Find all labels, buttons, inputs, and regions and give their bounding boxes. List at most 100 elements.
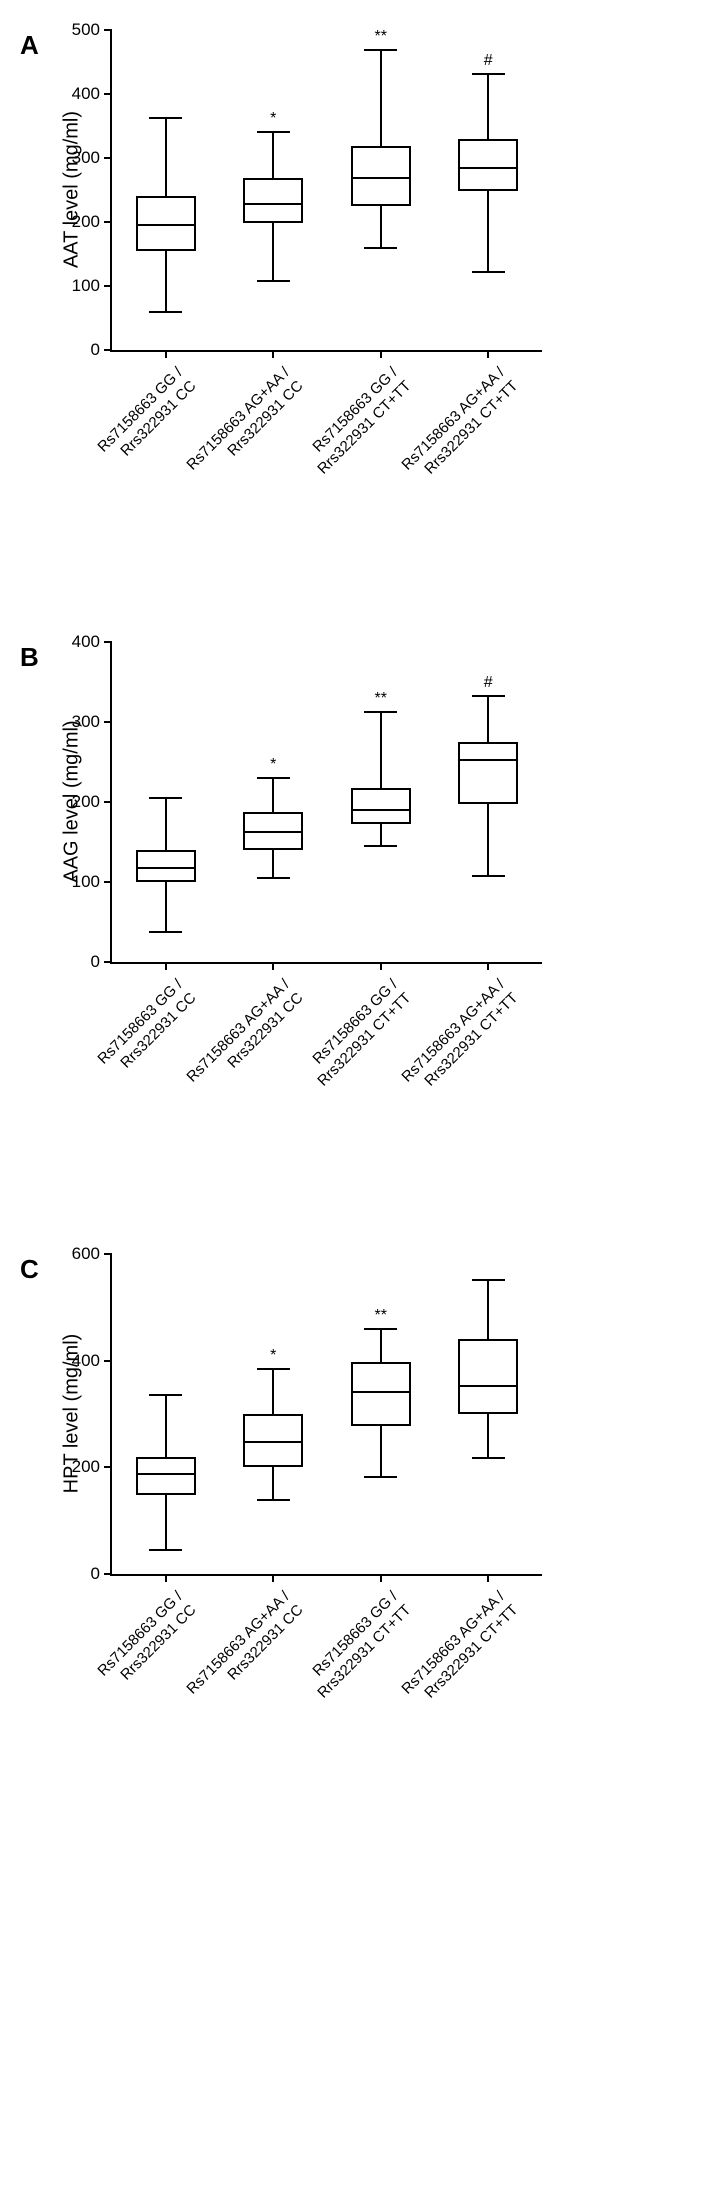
whisker-lower [487, 191, 489, 272]
y-tick [104, 641, 112, 643]
whisker-lower [380, 206, 382, 248]
median-line [351, 809, 411, 811]
median-line [458, 759, 518, 761]
whisker-cap-top [472, 695, 505, 697]
whisker-cap-top [472, 1279, 505, 1281]
y-tick [104, 1466, 112, 1468]
panel-label: B [20, 642, 39, 673]
whisker-cap-top [364, 49, 397, 51]
y-tick-label: 300 [72, 148, 100, 168]
significance-annotation: # [484, 52, 493, 70]
x-tick [272, 1574, 274, 1582]
significance-annotation: ** [375, 28, 387, 46]
chart-region: AAT level (mg/ml)0100200300400500Rs71586… [110, 30, 699, 352]
y-axis-label: AAT level (mg/ml) [61, 90, 84, 290]
panel-b: B AAG level (mg/ml)0100200300400Rs7158663… [20, 642, 699, 1194]
significance-annotation: ** [375, 1307, 387, 1325]
y-tick [104, 881, 112, 883]
whisker-cap-bottom [472, 1457, 505, 1459]
median-line [458, 1385, 518, 1387]
significance-annotation: ** [375, 690, 387, 708]
median-line [136, 867, 196, 869]
whisker-lower [165, 251, 167, 312]
whisker-upper [380, 712, 382, 787]
whisker-cap-bottom [149, 931, 182, 933]
whisker-cap-top [257, 131, 290, 133]
whisker-lower [487, 1414, 489, 1458]
y-tick-label: 200 [72, 792, 100, 812]
whisker-upper [272, 132, 274, 178]
y-tick-label: 400 [72, 84, 100, 104]
y-tick-label: 100 [72, 872, 100, 892]
whisker-cap-bottom [257, 1499, 290, 1501]
panel-c: C HPT level (mg/ml)0200400600Rs7158663 GG… [20, 1254, 699, 1806]
y-tick-label: 0 [91, 952, 100, 972]
median-line [351, 177, 411, 179]
x-tick [487, 962, 489, 970]
whisker-cap-top [149, 117, 182, 119]
whisker-lower [380, 1426, 382, 1477]
significance-annotation: * [270, 756, 276, 774]
plot-area: HPT level (mg/ml)0200400600Rs7158663 GG … [110, 1254, 542, 1576]
significance-annotation: * [270, 1347, 276, 1365]
whisker-cap-top [149, 797, 182, 799]
whisker-cap-bottom [364, 247, 397, 249]
whisker-cap-bottom [472, 875, 505, 877]
box [458, 1339, 518, 1414]
x-tick [487, 350, 489, 358]
whisker-cap-bottom [364, 845, 397, 847]
box [243, 178, 303, 223]
y-tick [104, 93, 112, 95]
whisker-cap-bottom [364, 1476, 397, 1478]
box [351, 146, 411, 206]
y-tick [104, 157, 112, 159]
whisker-cap-bottom [257, 877, 290, 879]
box [458, 742, 518, 804]
y-tick [104, 961, 112, 963]
whisker-lower [165, 1495, 167, 1550]
y-tick-label: 0 [91, 340, 100, 360]
y-tick-label: 600 [72, 1244, 100, 1264]
box [351, 1362, 411, 1426]
significance-annotation: * [270, 110, 276, 128]
whisker-lower [272, 223, 274, 281]
y-tick-label: 200 [72, 212, 100, 232]
panel-label: C [20, 1254, 39, 1285]
whisker-upper [380, 50, 382, 146]
whisker-upper [487, 696, 489, 742]
whisker-upper [272, 1369, 274, 1414]
y-tick [104, 221, 112, 223]
y-tick-label: 0 [91, 1564, 100, 1584]
whisker-cap-bottom [472, 271, 505, 273]
chart-region: HPT level (mg/ml)0200400600Rs7158663 GG … [110, 1254, 699, 1576]
whisker-cap-top [257, 1368, 290, 1370]
median-line [136, 224, 196, 226]
y-tick-label: 400 [72, 1351, 100, 1371]
plot-area: AAT level (mg/ml)0100200300400500Rs71586… [110, 30, 542, 352]
x-tick [380, 962, 382, 970]
x-tick [165, 350, 167, 358]
x-tick [380, 350, 382, 358]
whisker-cap-bottom [257, 280, 290, 282]
box [458, 139, 518, 191]
y-tick [104, 29, 112, 31]
y-tick [104, 1253, 112, 1255]
whisker-cap-top [257, 777, 290, 779]
plot-area: AAG level (mg/ml)0100200300400Rs7158663 … [110, 642, 542, 964]
whisker-cap-top [364, 711, 397, 713]
median-line [458, 167, 518, 169]
x-tick [380, 1574, 382, 1582]
box [351, 788, 411, 824]
whisker-upper [272, 778, 274, 812]
whisker-lower [380, 824, 382, 846]
x-tick [272, 962, 274, 970]
whisker-lower [487, 804, 489, 876]
whisker-upper [165, 798, 167, 850]
whisker-lower [272, 850, 274, 878]
y-tick-label: 300 [72, 712, 100, 732]
whisker-cap-top [149, 1394, 182, 1396]
box [136, 1457, 196, 1495]
y-tick [104, 1360, 112, 1362]
x-tick [487, 1574, 489, 1582]
panel-label: A [20, 30, 39, 61]
